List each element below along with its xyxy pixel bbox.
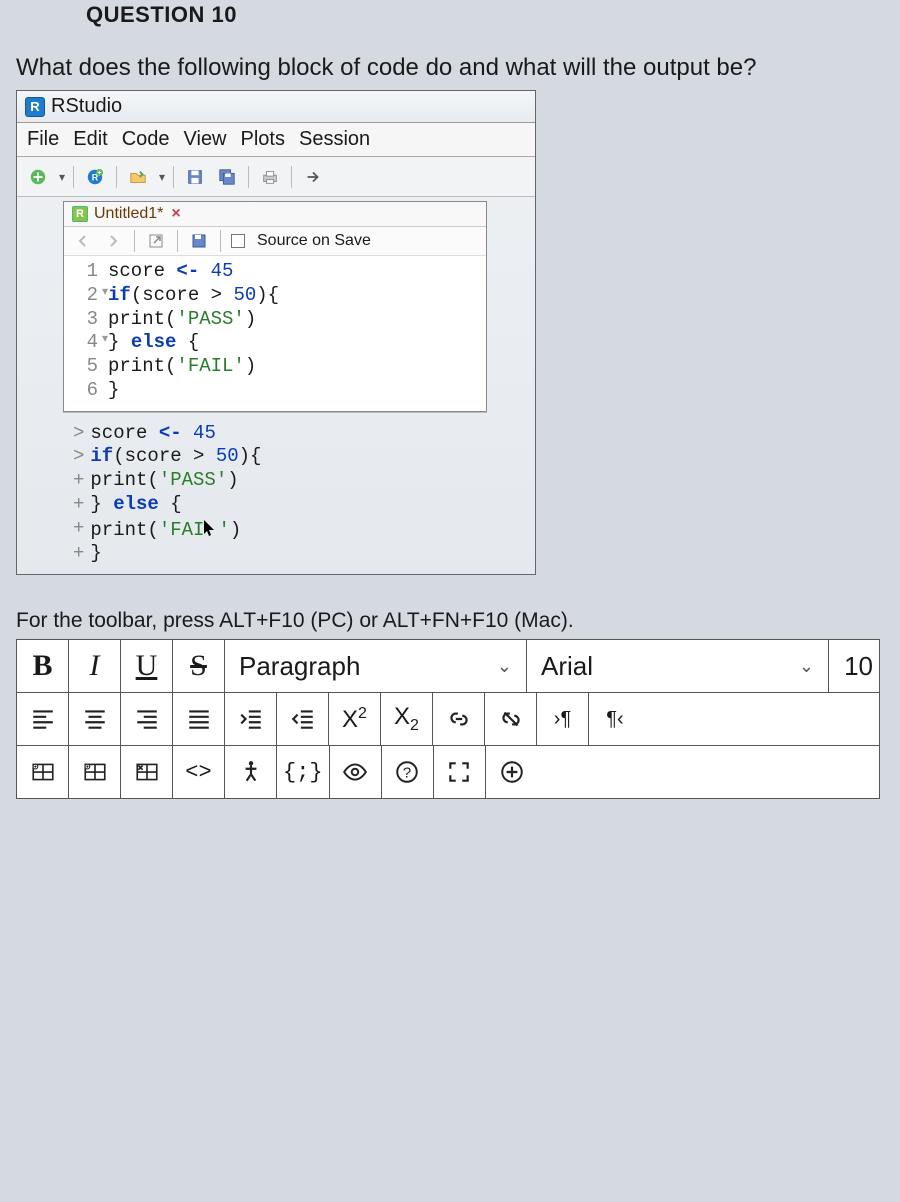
insert-link-button[interactable]: [433, 693, 485, 745]
editor-tabbar: R Untitled1* ×: [64, 202, 486, 227]
toolbar-divider: [291, 166, 292, 188]
save-button[interactable]: [182, 164, 208, 190]
bold-button[interactable]: B: [17, 640, 69, 692]
new-file-button[interactable]: [25, 164, 51, 190]
toolbar-divider: [173, 166, 174, 188]
align-right-button[interactable]: [121, 693, 173, 745]
font-family-label: Arial: [541, 651, 593, 682]
accessibility-button[interactable]: [225, 746, 277, 798]
source-on-save-label: Source on Save: [257, 232, 371, 250]
menu-code[interactable]: Code: [122, 128, 170, 151]
superscript-button[interactable]: X2: [329, 693, 381, 745]
open-recent-dropdown[interactable]: [157, 168, 165, 186]
underline-button[interactable]: U: [121, 640, 173, 692]
table-properties-button[interactable]: [69, 746, 121, 798]
toolbar-divider: [248, 166, 249, 188]
source-on-save-checkbox[interactable]: [231, 234, 245, 248]
main-toolbar: R: [17, 157, 535, 197]
delete-table-button[interactable]: [121, 746, 173, 798]
italic-button[interactable]: I: [69, 640, 121, 692]
more-button[interactable]: [486, 746, 538, 798]
goto-button[interactable]: [300, 164, 326, 190]
show-in-new-window-button[interactable]: [145, 230, 167, 252]
save-all-button[interactable]: [214, 164, 240, 190]
subscript-button[interactable]: X2: [381, 693, 433, 745]
preview-button[interactable]: [330, 746, 382, 798]
strikethrough-button[interactable]: S: [173, 640, 225, 692]
menu-edit[interactable]: Edit: [73, 128, 107, 151]
back-button[interactable]: [72, 230, 94, 252]
rstudio-icon: R: [25, 97, 45, 117]
align-justify-button[interactable]: [173, 693, 225, 745]
toolbar-divider: [177, 230, 178, 252]
ltr-button[interactable]: ›¶: [537, 693, 589, 745]
rtl-button[interactable]: ¶‹: [589, 693, 641, 745]
forward-button[interactable]: [102, 230, 124, 252]
tab-close-button[interactable]: ×: [171, 205, 180, 223]
indent-button[interactable]: [225, 693, 277, 745]
toolbar-divider: [116, 166, 117, 188]
source-editor-pane: R Untitled1* × Source on Save 1score <- …: [63, 201, 487, 412]
rich-text-editor-toolbar: B I U S Paragraph ⌄ Arial ⌄ 10 X2 X2: [16, 639, 880, 799]
window-title: RStudio: [51, 95, 122, 118]
code-sample-button[interactable]: {;}: [277, 746, 330, 798]
source-code[interactable]: 1score <- 452if(score > 50){3 print('PAS…: [64, 256, 486, 411]
insert-table-button[interactable]: [17, 746, 69, 798]
save-document-button[interactable]: [188, 230, 210, 252]
outdent-button[interactable]: [277, 693, 329, 745]
question-header: QUESTION 10: [86, 2, 880, 28]
question-text: What does the following block of code do…: [16, 54, 880, 82]
menubar: File Edit Code View Plots Session: [17, 123, 535, 157]
align-center-button[interactable]: [69, 693, 121, 745]
toolbar-divider: [134, 230, 135, 252]
menu-session[interactable]: Session: [299, 128, 370, 151]
menu-plots[interactable]: Plots: [241, 128, 285, 151]
menu-file[interactable]: File: [27, 128, 59, 151]
menu-view[interactable]: View: [184, 128, 227, 151]
tab-name[interactable]: Untitled1*: [94, 205, 163, 223]
toolbar-divider: [73, 166, 74, 188]
document-icon: R: [72, 206, 88, 222]
paragraph-format-label: Paragraph: [239, 651, 360, 682]
font-size-select[interactable]: 10: [829, 640, 879, 692]
console-output[interactable]: >score <- 45>if(score > 50){+ print('PAS…: [17, 412, 535, 575]
chevron-down-icon: ⌄: [799, 656, 814, 677]
new-file-dropdown[interactable]: [57, 168, 65, 186]
rstudio-window: R RStudio File Edit Code View Plots Sess…: [16, 90, 536, 575]
font-family-select[interactable]: Arial ⌄: [527, 640, 829, 692]
fullscreen-button[interactable]: [434, 746, 486, 798]
editor-toolbar: Source on Save: [64, 227, 486, 256]
toolbar-divider: [220, 230, 221, 252]
open-file-button[interactable]: [125, 164, 151, 190]
paragraph-format-select[interactable]: Paragraph ⌄: [225, 640, 527, 692]
toolbar-hint: For the toolbar, press ALT+F10 (PC) or A…: [16, 609, 880, 633]
remove-link-button[interactable]: [485, 693, 537, 745]
new-project-button[interactable]: R: [82, 164, 108, 190]
code-button[interactable]: <>: [173, 746, 225, 798]
titlebar: R RStudio: [17, 91, 535, 123]
help-button[interactable]: ?: [382, 746, 434, 798]
chevron-down-icon: ⌄: [497, 656, 512, 677]
svg-text:?: ?: [403, 764, 411, 781]
font-size-label: 10: [844, 651, 873, 682]
align-left-button[interactable]: [17, 693, 69, 745]
print-button[interactable]: [257, 164, 283, 190]
